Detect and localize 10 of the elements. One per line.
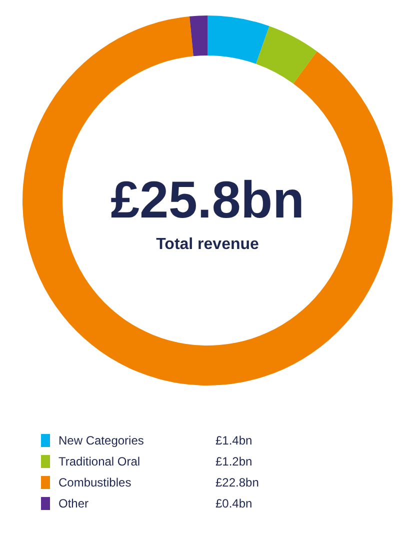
data-label: £1.2bn [216, 454, 252, 468]
data-label: £0.4bn [216, 496, 252, 510]
text: £25.8bn [110, 172, 304, 230]
legend-label: Traditional Oral [58, 454, 140, 468]
legend-label: New Categories [58, 434, 144, 448]
legend-label: Combustibles [58, 476, 132, 490]
data-label: £22.8bn [216, 476, 259, 490]
legend-label: Other [58, 496, 89, 510]
text: Total revenue [156, 236, 260, 253]
data-label: £1.4bn [216, 434, 252, 448]
